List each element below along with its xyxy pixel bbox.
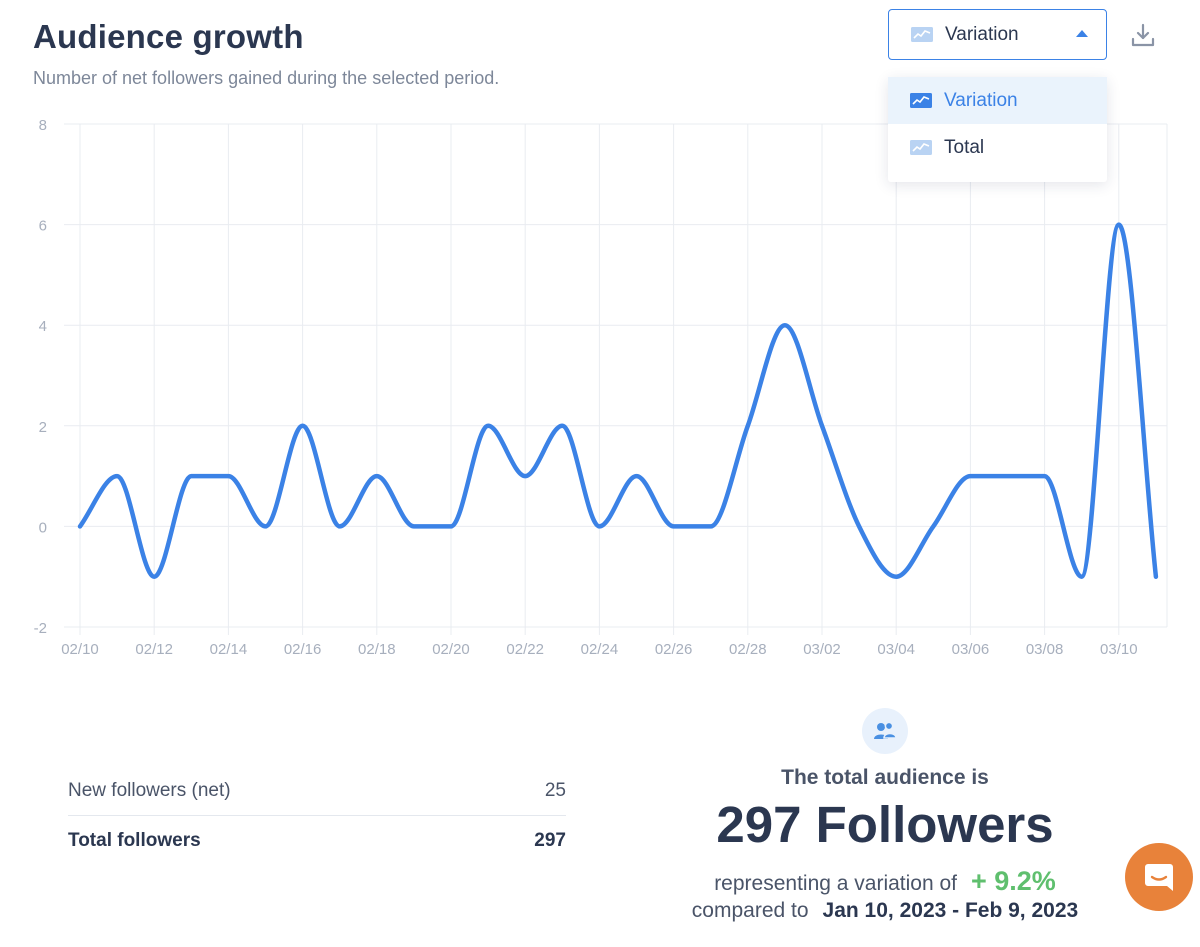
compared-text: compared to (691, 899, 809, 922)
x-tick-label: 02/14 (210, 641, 248, 658)
x-tick-label: 02/24 (581, 641, 619, 658)
audience-growth-chart: -2 0 2 4 6 8 02/10 02/12 02/14 02/16 02/18 02/20 02/… (34, 117, 1168, 658)
page-title: Audience growth (33, 18, 304, 55)
stat-label: Total followers (68, 830, 201, 851)
menu-item-label: Total (944, 136, 985, 158)
chat-icon (1145, 864, 1173, 891)
view-dropdown-menu: Variation Total (888, 77, 1107, 182)
series-line-variation (77, 222, 1159, 579)
y-tick-label: 2 (39, 419, 47, 436)
x-tick-label: 02/18 (358, 641, 396, 658)
menu-item-variation[interactable]: Variation (888, 77, 1107, 124)
line-chart-icon (910, 140, 932, 155)
audience-comparison: compared to Jan 10, 2023 - Feb 9, 2023 (600, 899, 1170, 923)
variation-text: representing a variation of (714, 872, 957, 895)
x-tick-label: 02/12 (135, 641, 173, 658)
view-select-value: Variation (945, 23, 1019, 45)
stat-value: 297 (534, 830, 566, 851)
stat-row-total-followers: Total followers 297 (68, 816, 566, 866)
x-tick-label: 02/20 (432, 641, 470, 658)
variation-value: + 9.2% (971, 866, 1056, 896)
x-tick-label: 03/08 (1026, 641, 1064, 658)
stat-row-new-followers: New followers (net) 25 (68, 766, 566, 816)
x-tick-label: 03/02 (803, 641, 841, 658)
caret-up-icon (1076, 30, 1088, 37)
audience-count: 297 Followers (716, 796, 1054, 853)
download-icon[interactable] (1130, 22, 1156, 48)
x-tick-label: 02/26 (655, 641, 693, 658)
y-tick-label: 0 (39, 519, 47, 536)
x-tick-label: 03/04 (877, 641, 915, 658)
follower-stats-table: New followers (net) 25 Total followers 2… (68, 766, 566, 866)
y-tick-label: 8 (39, 117, 47, 134)
x-tick-label: 02/10 (61, 641, 99, 658)
line-chart-icon (910, 93, 932, 108)
y-tick-label: -2 (34, 620, 47, 637)
page-subtitle: Number of net followers gained during th… (33, 68, 500, 88)
y-tick-label: 6 (39, 218, 47, 235)
line-chart-icon (911, 27, 933, 42)
comparison-date-range: Jan 10, 2023 - Feb 9, 2023 (822, 899, 1079, 922)
menu-item-total[interactable]: Total (888, 124, 1107, 171)
x-tick-label: 03/06 (952, 641, 990, 658)
audience-variation: representing a variation of + 9.2% (600, 866, 1170, 897)
chat-button[interactable] (1125, 843, 1193, 911)
x-tick-label: 03/10 (1100, 641, 1138, 658)
stat-label: New followers (net) (68, 779, 231, 801)
stat-value: 25 (544, 779, 566, 801)
users-icon (874, 721, 897, 739)
x-tick-label: 02/28 (729, 641, 767, 658)
menu-item-label: Variation (944, 89, 1018, 111)
view-select[interactable]: Variation (888, 9, 1107, 60)
audience-badge (862, 708, 908, 754)
audience-heading: The total audience is (781, 766, 989, 789)
y-tick-label: 4 (39, 318, 47, 335)
x-tick-label: 02/16 (284, 641, 322, 658)
x-tick-label: 02/22 (506, 641, 544, 658)
